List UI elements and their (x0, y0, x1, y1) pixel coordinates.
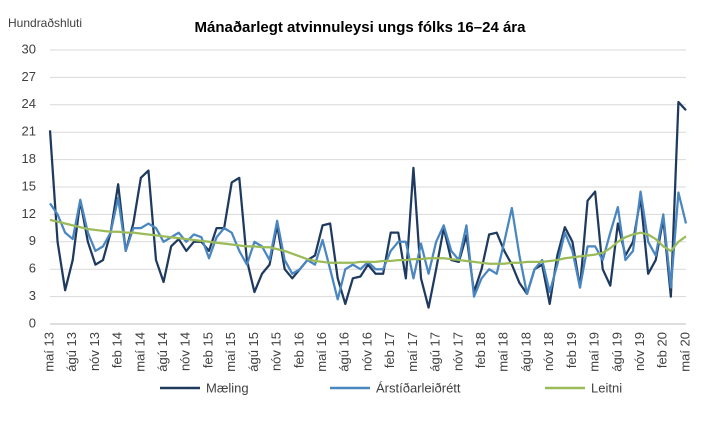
x-tick-label: feb 16 (291, 332, 306, 368)
x-tick-label: ágú 14 (155, 332, 170, 372)
x-tick-label: feb 17 (382, 332, 397, 368)
x-tick-label: maí 14 (132, 332, 147, 372)
y-tick-label: 0 (29, 315, 36, 330)
y-tick-label: 27 (22, 69, 36, 84)
x-tick-label: ágú 19 (609, 332, 624, 372)
x-tick-label: ágú 18 (518, 332, 533, 372)
x-tick-label: nóv 13 (87, 332, 102, 371)
x-tick-label: maí 18 (496, 332, 511, 372)
legend-label: Árstíðarleiðrétt (376, 380, 461, 395)
x-tick-label: ágú 15 (246, 332, 261, 372)
y-tick-label: 15 (22, 178, 36, 193)
x-tick-label: maí 16 (314, 332, 329, 372)
legend-label: Mæling (206, 380, 249, 395)
y-tick-label: 30 (22, 41, 36, 56)
x-tick-label: feb 15 (200, 332, 215, 368)
x-tick-label: maí 13 (41, 332, 56, 372)
x-tick-label: feb 19 (564, 332, 579, 368)
x-tick-label: ágú 16 (337, 332, 352, 372)
x-tick-label: maí 19 (587, 332, 602, 372)
x-tick-label: nóv 17 (450, 332, 465, 371)
x-tick-label: ágú 13 (64, 332, 79, 372)
x-tick-label: nóv 15 (269, 332, 284, 371)
y-axis-label: Hundraðshluti (8, 16, 82, 30)
x-tick-label: ágú 17 (428, 332, 443, 372)
y-tick-label: 6 (29, 261, 36, 276)
x-tick-label: feb 18 (473, 332, 488, 368)
line-series (49, 190, 688, 301)
x-tick-label: nóv 18 (541, 332, 556, 371)
x-tick-label: feb 14 (110, 332, 125, 368)
y-tick-label: 24 (22, 96, 36, 111)
y-tick-label: 21 (22, 124, 36, 139)
line-series (48, 100, 687, 309)
chart-title: Mánaðarlegt atvinnuleysi ungs fólks 16–2… (195, 19, 527, 36)
legend-label: Leitni (591, 380, 622, 395)
y-tick-label: 12 (22, 206, 36, 221)
x-tick-label: feb 20 (655, 332, 670, 368)
x-tick-label: nóv 16 (359, 332, 374, 371)
x-tick-label: maí 20 (677, 332, 692, 372)
x-tick-label: nóv 14 (178, 332, 193, 371)
y-tick-label: 9 (29, 233, 36, 248)
line-series (49, 218, 687, 265)
x-tick-label: maí 15 (223, 332, 238, 372)
x-tick-label: nóv 19 (632, 332, 647, 371)
y-tick-label: 18 (22, 151, 36, 166)
y-tick-label: 3 (29, 288, 36, 303)
x-tick-label: maí 17 (405, 332, 420, 372)
